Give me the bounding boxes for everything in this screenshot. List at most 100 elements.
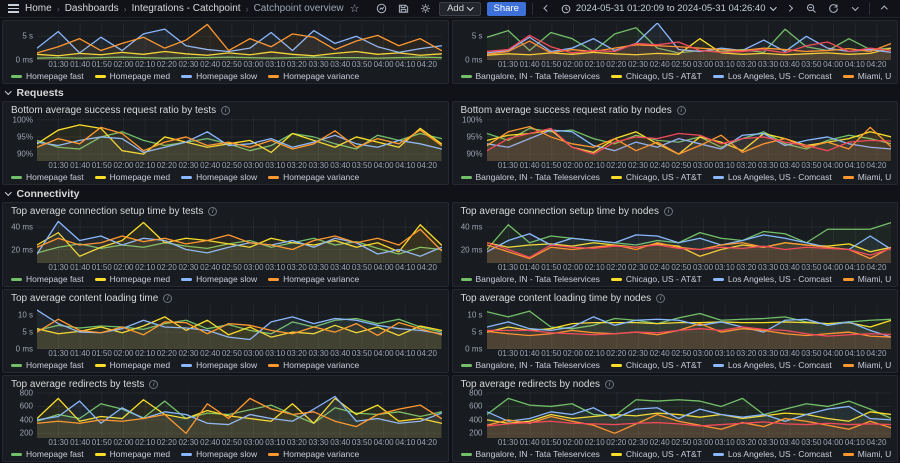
legend-item[interactable]: Homepage slow	[181, 360, 257, 370]
dashboard-settings-icon[interactable]	[417, 2, 433, 16]
panel-title[interactable]: Top average content loading time	[11, 293, 159, 304]
legend-item[interactable]: Homepage fast	[11, 71, 84, 81]
x-axis-tick-label: 03:00	[243, 438, 264, 447]
plot-area[interactable]	[486, 305, 892, 349]
legend-item[interactable]: Homepage med	[94, 71, 170, 81]
breadcrumb-dashboards[interactable]: Dashboards	[64, 3, 119, 14]
legend-item[interactable]: Miami, US - AT&T	[842, 274, 891, 284]
legend-item[interactable]: Bangalore, IN - Tata Teleservices	[460, 360, 600, 370]
time-series-chart[interactable]	[37, 218, 442, 263]
legend-item[interactable]: Homepage fast	[11, 360, 84, 370]
panel-title[interactable]: Top average redirects by nodes	[460, 379, 601, 390]
legend-item[interactable]: Chicago, US - AT&T	[610, 449, 702, 459]
legend-item[interactable]: Homepage slow	[181, 71, 257, 81]
legend-item[interactable]: Bangalore, IN - Tata Teleservices	[460, 449, 600, 459]
save-dashboard-icon[interactable]	[395, 2, 411, 16]
favorite-star-icon[interactable]: ☆	[349, 2, 360, 15]
legend-item[interactable]: Los Angeles, US - Comcast	[712, 71, 832, 81]
info-icon[interactable]: i	[656, 294, 666, 303]
time-series-chart[interactable]	[37, 23, 442, 60]
section-requests[interactable]: Requests	[2, 86, 898, 99]
legend-item[interactable]: Homepage variance	[268, 172, 359, 182]
refresh-icon[interactable]	[825, 2, 841, 16]
legend-item[interactable]: Los Angeles, US - Comcast	[712, 172, 832, 182]
legend-item[interactable]: Homepage slow	[181, 274, 257, 284]
legend-item[interactable]: Bangalore, IN - Tata Teleservices	[460, 71, 600, 81]
panel-title[interactable]: Bottom average success request ratio by …	[460, 105, 672, 116]
legend-item[interactable]: Miami, US - AT&T	[842, 71, 891, 81]
legend-item[interactable]: Homepage med	[94, 172, 170, 182]
legend-item[interactable]: Miami, US - AT&T	[842, 360, 891, 370]
panel-content-loading-time: Top average content loading time i 10 s 5 …	[2, 289, 449, 373]
legend-item[interactable]: Los Angeles, US - Comcast	[712, 274, 832, 284]
x-axis-tick-label: 03:00	[693, 161, 714, 170]
legend-item[interactable]: Homepage med	[94, 449, 170, 459]
info-icon[interactable]: i	[221, 106, 231, 115]
insights-icon[interactable]	[373, 2, 389, 16]
panel-title[interactable]: Top average redirects by tests	[11, 379, 145, 390]
time-series-chart[interactable]	[486, 23, 892, 60]
menu-icon[interactable]	[8, 4, 19, 13]
legend-item[interactable]: Chicago, US - AT&T	[610, 172, 702, 182]
legend-item[interactable]: Homepage fast	[11, 449, 84, 459]
zoom-out-icon[interactable]	[803, 2, 819, 16]
x-axis-tick-label: 02:10	[135, 263, 156, 272]
legend-item[interactable]: Bangalore, IN - Tata Teleservices	[460, 274, 600, 284]
legend-item[interactable]: Homepage variance	[268, 449, 359, 459]
time-range-back-icon[interactable]	[539, 2, 555, 16]
panel-title[interactable]: Top average connection setup time by nod…	[460, 206, 659, 217]
legend-item[interactable]: Chicago, US - AT&T	[610, 71, 702, 81]
info-icon[interactable]: i	[676, 106, 686, 115]
panel-title[interactable]: Top average content loading time by node…	[460, 293, 652, 304]
plot-area[interactable]	[486, 391, 892, 438]
legend-item[interactable]: Miami, US - AT&T	[842, 172, 891, 182]
info-icon[interactable]: i	[208, 207, 218, 216]
legend-item[interactable]: Homepage fast	[11, 172, 84, 182]
plot-area[interactable]	[37, 23, 442, 60]
legend-item[interactable]: Homepage variance	[268, 360, 359, 370]
collapse-toolbar-icon[interactable]	[876, 2, 892, 16]
legend-item[interactable]: Homepage variance	[268, 71, 359, 81]
info-icon[interactable]: i	[149, 380, 159, 389]
legend-item[interactable]: Homepage slow	[181, 172, 257, 182]
breadcrumb-integrations-catchpoint[interactable]: Integrations - Catchpoint	[131, 3, 241, 14]
legend-item[interactable]: Homepage med	[94, 360, 170, 370]
breadcrumb-home[interactable]: Home	[25, 3, 52, 14]
info-icon[interactable]: i	[163, 294, 173, 303]
time-series-chart[interactable]	[486, 117, 892, 161]
time-range-picker[interactable]: 2024-05-31 01:20:09 to 2024-05-31 04:26:…	[561, 3, 776, 14]
plot-area[interactable]	[486, 23, 892, 60]
legend-item[interactable]: Homepage med	[94, 274, 170, 284]
legend-item[interactable]: Homepage slow	[181, 449, 257, 459]
plot-area[interactable]	[486, 218, 892, 263]
section-connectivity[interactable]: Connectivity	[2, 187, 898, 200]
time-series-chart[interactable]	[37, 391, 442, 438]
share-button[interactable]: Share	[486, 1, 526, 16]
legend-item[interactable]: Los Angeles, US - Comcast	[712, 449, 832, 459]
plot-area[interactable]	[37, 218, 442, 263]
time-range-forward-icon[interactable]	[781, 2, 797, 16]
time-series-chart[interactable]	[486, 305, 892, 349]
panel-title[interactable]: Top average connection setup time by tes…	[11, 206, 204, 217]
time-series-chart[interactable]	[486, 391, 892, 438]
plot-area[interactable]	[37, 391, 442, 438]
info-icon[interactable]: i	[605, 380, 615, 389]
time-series-chart[interactable]	[37, 305, 442, 349]
plot-area[interactable]	[37, 117, 442, 161]
info-icon[interactable]: i	[663, 207, 673, 216]
x-axis-tick-label: 01:50	[91, 60, 112, 69]
time-series-chart[interactable]	[37, 117, 442, 161]
time-series-chart[interactable]	[486, 218, 892, 263]
legend-item[interactable]: Homepage fast	[11, 274, 84, 284]
legend-item[interactable]: Bangalore, IN - Tata Teleservices	[460, 172, 600, 182]
legend-item[interactable]: Los Angeles, US - Comcast	[712, 360, 832, 370]
legend-item[interactable]: Miami, US - AT&T	[842, 449, 891, 459]
add-button[interactable]: Add	[439, 1, 481, 16]
plot-area[interactable]	[486, 117, 892, 161]
legend-item[interactable]: Chicago, US - AT&T	[610, 274, 702, 284]
plot-area[interactable]	[37, 305, 442, 349]
legend-item[interactable]: Chicago, US - AT&T	[610, 360, 702, 370]
refresh-interval-dropdown-icon[interactable]	[847, 2, 863, 16]
panel-title[interactable]: Bottom average success request ratio by …	[11, 105, 217, 116]
legend-item[interactable]: Homepage variance	[268, 274, 359, 284]
